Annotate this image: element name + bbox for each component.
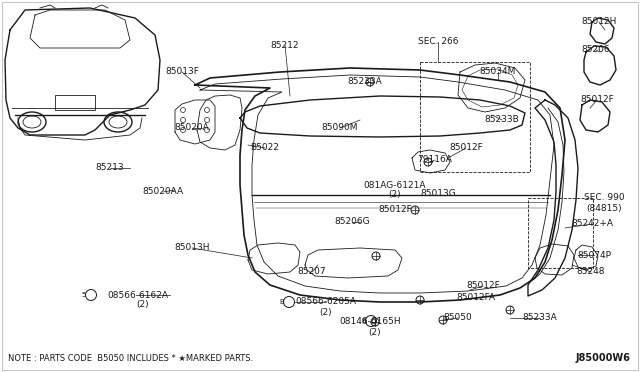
Text: 85213: 85213 (96, 164, 124, 173)
Text: 85242+A: 85242+A (571, 219, 613, 228)
Text: 85034M: 85034M (480, 67, 516, 77)
Text: 85013H: 85013H (174, 244, 210, 253)
Text: 85012F: 85012F (378, 205, 412, 215)
Text: B: B (362, 318, 366, 324)
Text: 85207: 85207 (298, 267, 326, 276)
Text: 85012F: 85012F (466, 282, 500, 291)
Text: B: B (280, 299, 284, 305)
Text: NOTE : PARTS CODE  B5050 INCLUDES * ★MARKED PARTS.: NOTE : PARTS CODE B5050 INCLUDES * ★MARK… (8, 353, 253, 362)
Text: (2): (2) (320, 308, 332, 317)
Text: 85233A: 85233A (523, 314, 557, 323)
Text: 081AG-6121A: 081AG-6121A (364, 180, 426, 189)
Text: (2): (2) (137, 301, 149, 310)
Text: 85074P: 85074P (577, 250, 611, 260)
Text: (2): (2) (388, 189, 401, 199)
Text: 85233A: 85233A (348, 77, 382, 87)
Text: 85013G: 85013G (420, 189, 456, 199)
Text: 85012FA: 85012FA (456, 294, 495, 302)
Text: 85012F: 85012F (449, 144, 483, 153)
Text: (2): (2) (369, 327, 381, 337)
Text: 08146-6165H: 08146-6165H (339, 317, 401, 327)
Text: 85212: 85212 (271, 41, 300, 49)
Text: SEC. 990: SEC. 990 (584, 193, 624, 202)
Text: 85020AA: 85020AA (143, 187, 184, 196)
Text: 85206G: 85206G (334, 218, 370, 227)
Text: 85050: 85050 (444, 314, 472, 323)
Bar (420, 62, 530, 172)
Bar (528, 198, 593, 268)
Text: 08566-6162A: 08566-6162A (108, 291, 168, 299)
Text: 85013F: 85013F (165, 67, 199, 77)
Text: J85000W6: J85000W6 (575, 353, 630, 363)
Text: 85020A: 85020A (175, 124, 209, 132)
Text: 79116A: 79116A (417, 155, 452, 164)
Text: 85233B: 85233B (484, 115, 520, 125)
Bar (55, 95, 95, 110)
Text: SEC. 266: SEC. 266 (418, 38, 458, 46)
Text: 85206: 85206 (582, 45, 611, 55)
Text: (84815): (84815) (586, 203, 622, 212)
Text: 85012F: 85012F (580, 96, 614, 105)
Text: 5: 5 (82, 292, 86, 298)
Text: B5022: B5022 (251, 144, 280, 153)
Text: 85012H: 85012H (581, 17, 617, 26)
Text: 85090M: 85090M (322, 124, 358, 132)
Text: 08566-6205A: 08566-6205A (296, 298, 356, 307)
Text: 85248: 85248 (577, 267, 605, 276)
